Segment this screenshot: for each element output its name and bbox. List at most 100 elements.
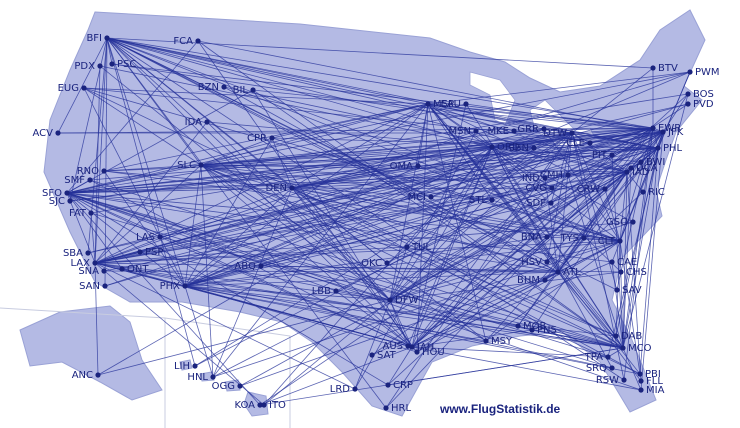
route	[90, 212, 96, 264]
route	[184, 285, 413, 348]
route	[385, 132, 573, 409]
airport-code: RIC	[648, 187, 665, 198]
route	[104, 127, 654, 287]
route	[83, 87, 621, 242]
airport-code: MSN	[449, 126, 471, 137]
route	[200, 164, 548, 238]
route	[622, 167, 632, 349]
route	[106, 37, 618, 291]
route	[200, 137, 273, 166]
route	[411, 103, 467, 348]
airport-code: SMF	[64, 175, 85, 186]
airport-code: SNA	[78, 266, 99, 277]
route	[89, 179, 413, 348]
airport-dot	[204, 119, 210, 125]
route	[103, 170, 621, 242]
route	[200, 164, 418, 353]
airport-code: SDF	[526, 198, 546, 209]
airport-dot	[489, 197, 495, 203]
route	[531, 329, 624, 349]
airport-code: CRP	[393, 380, 413, 391]
airport-dot	[609, 259, 615, 265]
route	[200, 131, 664, 166]
route	[557, 271, 642, 382]
route	[66, 192, 609, 358]
route	[557, 237, 585, 273]
route	[87, 132, 573, 254]
airport-code: PIT	[592, 150, 608, 161]
route	[411, 174, 569, 348]
route	[567, 131, 664, 176]
airport-dot	[409, 344, 415, 350]
airport-code: EWR	[658, 123, 681, 134]
route	[200, 127, 654, 166]
airport-code: PDX	[74, 61, 95, 72]
airport-code: SLC	[177, 160, 196, 171]
hawaii	[243, 391, 269, 417]
airport-dot	[333, 288, 339, 294]
route	[200, 164, 624, 349]
airport-code: HRL	[391, 403, 411, 414]
airport-dot	[289, 185, 295, 191]
airport-code: GRR	[517, 124, 539, 135]
airport-dot	[555, 269, 561, 275]
airport-dot	[637, 371, 643, 377]
airport-code: STL	[469, 195, 487, 206]
airport-dot	[581, 235, 587, 241]
airport-dot	[685, 91, 691, 97]
airport-code: HNL	[187, 372, 208, 383]
airport-code: ANC	[72, 370, 93, 381]
airport-dot	[387, 297, 393, 303]
airport-dot	[64, 190, 70, 196]
airport-dot	[548, 200, 554, 206]
route	[66, 192, 559, 273]
airport-dot	[640, 189, 646, 195]
route	[106, 37, 552, 204]
airport-code: RNO	[77, 166, 99, 177]
route	[571, 132, 625, 381]
route	[544, 177, 559, 273]
alaska	[19, 305, 163, 401]
route	[291, 187, 548, 238]
route	[571, 67, 654, 134]
airport-dot	[109, 61, 115, 67]
route	[194, 127, 654, 367]
airport-dot	[384, 260, 390, 266]
route	[83, 87, 659, 149]
airport-code: IND	[522, 173, 540, 184]
airport-dot	[383, 405, 389, 411]
airport-code: CHS	[626, 267, 647, 278]
route	[66, 179, 91, 194]
airport-dot	[88, 210, 94, 216]
route	[622, 93, 689, 349]
route	[159, 236, 413, 348]
route	[567, 174, 624, 349]
route	[83, 87, 186, 287]
route	[427, 71, 691, 105]
airport-dot	[489, 144, 495, 150]
route	[184, 285, 641, 375]
route	[389, 103, 689, 301]
route	[411, 167, 632, 348]
airport-code: DCA	[636, 163, 658, 174]
airport-code: DAB	[621, 331, 642, 342]
airport-code: CPR	[247, 133, 267, 144]
route	[66, 131, 664, 194]
route	[640, 131, 664, 391]
route	[622, 347, 642, 391]
airport-code: KOA	[234, 400, 255, 411]
airport-code: LAS	[136, 232, 155, 243]
route	[66, 192, 123, 270]
airport-code: PWM	[695, 67, 720, 78]
airport-code: CRW	[577, 184, 601, 195]
airport-code: PSC	[117, 59, 136, 70]
airport-code: GSO	[606, 217, 628, 228]
airport-dot	[85, 250, 91, 256]
airport-dot	[618, 269, 624, 275]
route	[94, 240, 621, 264]
airport-dot	[137, 249, 143, 255]
airport-dot	[182, 283, 188, 289]
airport-dot	[544, 234, 550, 240]
airport-dot	[192, 363, 198, 369]
